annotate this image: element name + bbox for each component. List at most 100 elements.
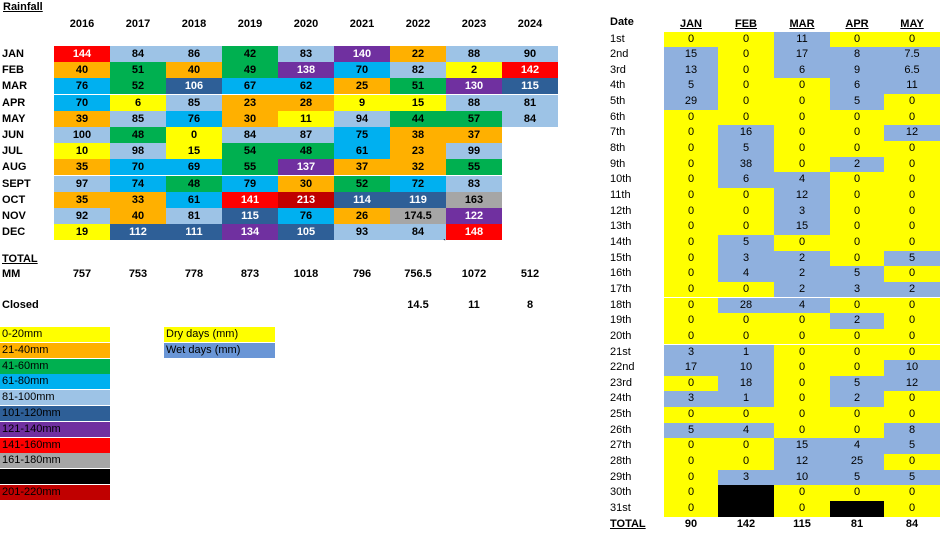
daily-total: 90: [684, 518, 698, 531]
daily-cell: 18: [718, 375, 774, 392]
rainfall-cell: 81: [502, 94, 558, 111]
daily-cell: 0: [664, 297, 718, 314]
rainfall-cell: 37: [446, 127, 502, 143]
daily-cell: 12: [884, 125, 940, 141]
daily-cell: 3: [774, 203, 830, 220]
rainfall-cell: 84: [222, 127, 278, 143]
rainfall-cell: 100: [54, 127, 110, 143]
month-label: JUN: [2, 129, 25, 141]
rainfall-cell: 30: [278, 175, 334, 192]
rainfall-cell: 94: [334, 110, 390, 127]
daily-cell: 25: [830, 454, 884, 470]
day-label: 16th: [610, 267, 632, 280]
daily-cell: [718, 501, 774, 517]
legend-item: 181-200mm: [0, 469, 110, 485]
day-month-header: APR: [845, 18, 869, 30]
rainfall-cell: 114: [334, 191, 390, 208]
daily-cell: 5: [718, 234, 774, 251]
rainfall-cell: 112: [110, 224, 166, 241]
daily-cell: 0: [664, 485, 718, 501]
daily-cell: 3: [664, 344, 718, 361]
rainfall-cell: 87: [278, 127, 334, 143]
daily-cell: 0: [664, 188, 718, 204]
daily-cell: 8: [830, 47, 884, 63]
daily-cell: 0: [884, 485, 940, 501]
day-label: 28th: [610, 455, 632, 468]
rainfall-cell: 55: [446, 159, 502, 176]
daily-cell: 3: [718, 469, 774, 486]
rainfall-cell: 86: [166, 46, 222, 62]
rainfall-cell: 142: [502, 62, 558, 79]
rainfall-cell: 79: [222, 175, 278, 192]
rainfall-cell: 137: [278, 159, 334, 176]
rainfall-cell: 33: [110, 191, 166, 208]
year-header: 2023: [461, 18, 487, 30]
day-label: 25th: [610, 408, 632, 421]
daily-cell: 2: [774, 281, 830, 298]
daily-cell: 0: [718, 78, 774, 95]
rainfall-cell: 28: [278, 94, 334, 111]
day-label: 10th: [610, 173, 632, 186]
daily-cell: 10: [718, 360, 774, 376]
daily-cell: [718, 485, 774, 501]
daily-cell: 5: [884, 438, 940, 454]
daily-cell: 0: [774, 407, 830, 423]
rainfall-cell: 98: [110, 143, 166, 160]
rainfall-cell: 48: [166, 175, 222, 192]
rainfall-cell: 25: [334, 78, 390, 95]
daily-cell: 0: [774, 485, 830, 501]
daily-cell: 0: [884, 188, 940, 204]
daily-total: 142: [736, 518, 756, 531]
rainfall-cell: 83: [278, 46, 334, 62]
day-label: 24th: [610, 392, 632, 405]
year-header: 2017: [125, 18, 151, 30]
daily-cell: 0: [884, 31, 940, 48]
rainfall-cell: 141: [222, 191, 278, 208]
daily-cell: 0: [718, 219, 774, 235]
rainfall-cell: 23: [390, 143, 446, 160]
daily-cell: 15: [774, 219, 830, 235]
rainfall-cell: 144: [54, 46, 110, 62]
rainfall-cell: 76: [54, 78, 110, 95]
closed-value: 11: [468, 299, 480, 311]
rainfall-cell: 30: [222, 110, 278, 127]
daily-cell: 0: [774, 141, 830, 157]
day-label: 19th: [610, 314, 632, 327]
daily-cell: 3: [830, 281, 884, 298]
rainfall-cell: 82: [390, 62, 446, 79]
rainfall-cell: 70: [334, 62, 390, 79]
daily-cell: 5: [884, 469, 940, 486]
daily-cell: 0: [830, 125, 884, 141]
daily-cell: 5: [718, 141, 774, 157]
day-label: 9th: [610, 157, 626, 170]
rainfall-cell: 51: [110, 62, 166, 79]
daily-cell: 0: [830, 109, 884, 126]
year-header: 2022: [405, 18, 431, 30]
rainfall-cell: 37: [334, 159, 390, 176]
daily-cell: 15: [664, 47, 718, 63]
daily-cell: 5: [830, 94, 884, 110]
year-header: 2018: [181, 18, 207, 30]
rainfall-cell: 130: [446, 78, 502, 95]
rainfall-cell: 52: [334, 175, 390, 192]
daily-cell: 2: [884, 281, 940, 298]
daily-cell: 0: [664, 141, 718, 157]
month-label: AUG: [2, 161, 27, 174]
daily-cell: 0: [664, 375, 718, 392]
rainfall-cell: 10: [54, 143, 110, 160]
daily-cell: 0: [664, 313, 718, 329]
rainfall-cell: 74: [110, 175, 166, 192]
daily-cell: 0: [884, 297, 940, 314]
daily-cell: 0: [718, 109, 774, 126]
year-header: 2016: [69, 18, 95, 30]
daily-cell: 4: [830, 438, 884, 454]
rainfall-cell: 88: [446, 94, 502, 111]
daily-cell: 0: [774, 313, 830, 329]
day-label: 4th: [610, 79, 626, 92]
rainfall-cell: 35: [54, 159, 110, 176]
daily-cell: 0: [718, 62, 774, 79]
daily-cell: 0: [830, 297, 884, 314]
daily-cell: 0: [830, 172, 884, 188]
daily-cell: 0: [830, 219, 884, 235]
rainfall-cell: 115: [222, 208, 278, 224]
